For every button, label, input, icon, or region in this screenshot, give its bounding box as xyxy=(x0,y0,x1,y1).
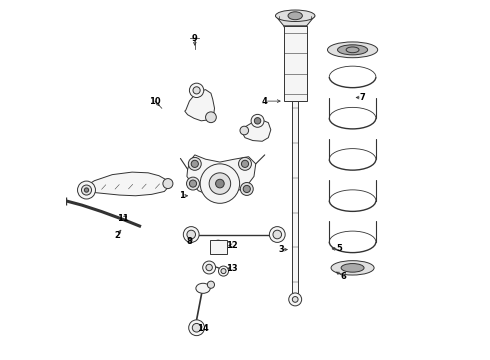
Ellipse shape xyxy=(191,160,198,167)
Ellipse shape xyxy=(193,87,200,94)
Ellipse shape xyxy=(270,226,285,242)
Bar xyxy=(210,240,227,254)
Ellipse shape xyxy=(275,10,315,22)
Text: 6: 6 xyxy=(341,271,346,280)
Ellipse shape xyxy=(288,12,302,20)
Polygon shape xyxy=(293,101,298,293)
Polygon shape xyxy=(185,90,215,121)
Polygon shape xyxy=(80,172,169,196)
Ellipse shape xyxy=(189,320,204,336)
Ellipse shape xyxy=(338,45,368,55)
Ellipse shape xyxy=(273,230,282,239)
Ellipse shape xyxy=(239,157,251,170)
Ellipse shape xyxy=(77,181,96,199)
Text: 11: 11 xyxy=(117,214,129,223)
Text: 3: 3 xyxy=(278,245,284,254)
Ellipse shape xyxy=(187,177,199,190)
Ellipse shape xyxy=(190,180,196,187)
Ellipse shape xyxy=(205,112,216,123)
Ellipse shape xyxy=(221,269,226,274)
Ellipse shape xyxy=(289,293,302,306)
Ellipse shape xyxy=(242,160,248,167)
Text: 10: 10 xyxy=(149,96,161,105)
Ellipse shape xyxy=(196,283,210,293)
Ellipse shape xyxy=(183,226,199,242)
Ellipse shape xyxy=(240,183,253,195)
Text: 14: 14 xyxy=(197,324,209,333)
Text: 7: 7 xyxy=(359,93,365,102)
Polygon shape xyxy=(187,155,256,196)
Ellipse shape xyxy=(327,42,378,58)
Text: 4: 4 xyxy=(262,96,268,105)
Text: 8: 8 xyxy=(186,237,192,246)
Polygon shape xyxy=(275,16,315,26)
Ellipse shape xyxy=(200,164,240,203)
Ellipse shape xyxy=(207,281,215,288)
Text: 2: 2 xyxy=(114,231,120,240)
Ellipse shape xyxy=(251,114,264,127)
Ellipse shape xyxy=(187,230,196,239)
Ellipse shape xyxy=(203,261,216,274)
Text: 5: 5 xyxy=(336,244,342,253)
Ellipse shape xyxy=(331,261,374,275)
Polygon shape xyxy=(284,26,307,101)
Ellipse shape xyxy=(163,179,173,189)
Ellipse shape xyxy=(190,83,204,98)
Ellipse shape xyxy=(188,157,201,170)
Text: 13: 13 xyxy=(226,264,238,273)
Ellipse shape xyxy=(240,126,248,135)
Ellipse shape xyxy=(341,264,364,272)
Ellipse shape xyxy=(206,264,212,271)
Ellipse shape xyxy=(84,188,89,192)
Ellipse shape xyxy=(293,297,298,302)
Ellipse shape xyxy=(81,185,92,195)
Text: 1: 1 xyxy=(179,191,185,200)
Ellipse shape xyxy=(254,118,261,124)
Ellipse shape xyxy=(216,179,224,188)
Polygon shape xyxy=(242,120,271,141)
Text: 9: 9 xyxy=(192,34,197,43)
Text: 12: 12 xyxy=(226,241,238,250)
Ellipse shape xyxy=(243,185,250,193)
Ellipse shape xyxy=(219,266,228,276)
Ellipse shape xyxy=(209,173,231,194)
Ellipse shape xyxy=(192,323,201,332)
